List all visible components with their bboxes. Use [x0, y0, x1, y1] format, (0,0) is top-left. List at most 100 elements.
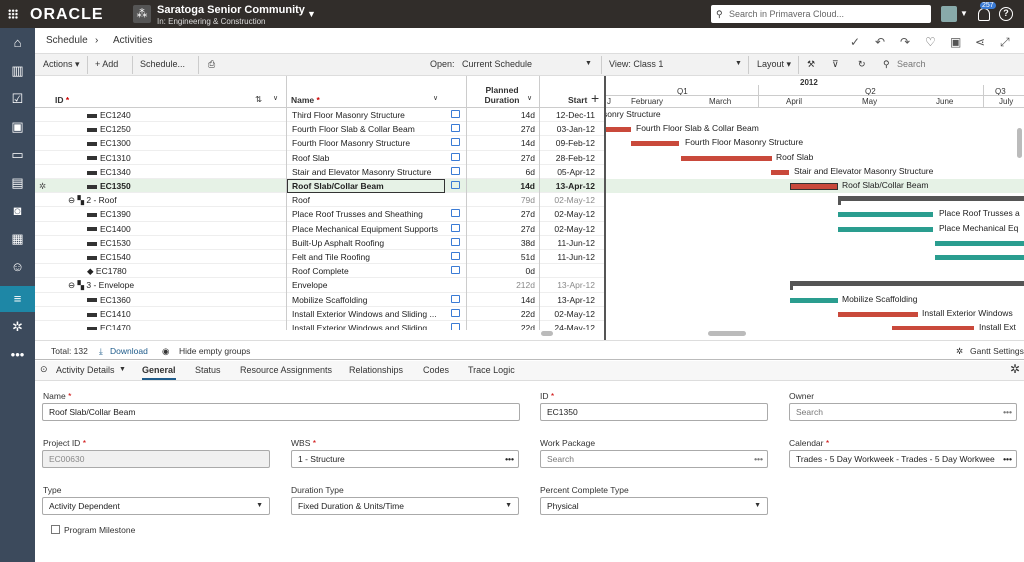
wbs-more-icon[interactable]: ••• — [505, 454, 514, 464]
row-name[interactable]: Roof Slab/Collar Beam — [292, 181, 384, 191]
row-name[interactable]: Fourth Floor Slab & Collar Beam — [292, 124, 415, 135]
row-name[interactable]: Third Floor Masonry Structure — [292, 110, 405, 120]
global-search-input[interactable]: ⚲ Search in Primavera Cloud... — [711, 5, 931, 23]
notebook-icon[interactable] — [451, 237, 460, 246]
name-column-menu-icon[interactable]: ∨ — [433, 95, 439, 102]
tab-relationships[interactable]: Relationships — [349, 365, 404, 375]
column-divider[interactable] — [539, 76, 540, 108]
add-button[interactable]: + Add — [95, 59, 119, 69]
gantt-activity-bar[interactable] — [681, 155, 772, 161]
row-duration[interactable]: 27d — [520, 209, 535, 220]
print-icon[interactable]: ⎙ — [208, 59, 216, 69]
notebook-icon[interactable] — [451, 209, 460, 218]
tab-general[interactable]: General — [142, 365, 176, 380]
row-duration[interactable]: 14d — [520, 138, 535, 149]
contact-card-icon[interactable]: ◙ — [13, 203, 22, 218]
row-start[interactable]: 09-Feb-12 — [555, 138, 595, 149]
sort-icon[interactable]: ⇅ — [255, 94, 263, 104]
undo-icon[interactable]: ↶ — [875, 35, 886, 49]
table-row[interactable]: ✲ EC1350 Roof Slab/Collar Beam 14d 13-Apr-12 — [35, 179, 605, 194]
row-start[interactable]: 02-May-12 — [554, 195, 595, 206]
work-package-field[interactable]: Search ••• — [540, 450, 768, 468]
schedule-icon[interactable]: ≡ — [0, 286, 35, 312]
breadcrumb-schedule[interactable]: Schedule — [46, 35, 88, 46]
gantt-activity-bar[interactable] — [838, 212, 933, 218]
more-icon[interactable]: ••• — [10, 347, 25, 362]
actions-menu[interactable]: Actions ▾ — [43, 59, 80, 69]
row-name[interactable]: Built-Up Asphalt Roofing — [292, 237, 385, 248]
tab-trace-logic[interactable]: Trace Logic — [468, 365, 515, 375]
row-start[interactable]: 02-May-12 — [554, 223, 595, 234]
gantt-activity-bar[interactable] — [935, 255, 1024, 260]
view-chevron-down-icon[interactable]: ▼ — [735, 60, 742, 67]
collapse-toggle-icon[interactable]: ⊖ — [68, 195, 78, 206]
notebook-icon[interactable] — [451, 138, 460, 147]
row-duration[interactable]: 22d — [520, 308, 535, 319]
row-start[interactable]: 11-Jun-12 — [557, 237, 595, 248]
notebook-icon[interactable] — [451, 110, 460, 118]
gantt-activity-bar[interactable] — [771, 169, 789, 175]
row-duration[interactable]: 6d — [525, 166, 535, 177]
row-duration[interactable]: 51d — [520, 252, 535, 262]
calendar-field[interactable]: Trades - 5 Day Workweek - Trades - 5 Day… — [789, 450, 1017, 468]
row-duration[interactable]: 212d — [516, 280, 535, 291]
people-icon[interactable]: ☺ — [10, 259, 25, 274]
table-row[interactable]: ⊖ ▚ 2 - Roof Roof 79d 02-May-12 — [35, 193, 605, 208]
gantt-settings-link[interactable]: Gantt Settings — [970, 346, 1024, 356]
row-name[interactable]: Roof Slab — [292, 152, 330, 163]
column-divider[interactable] — [466, 76, 467, 108]
check-icon[interactable]: ✓ — [850, 35, 861, 49]
gantt-activity-bar[interactable] — [790, 183, 838, 190]
gantt-activity-bar[interactable] — [935, 240, 1024, 246]
notebook-icon[interactable] — [451, 166, 460, 175]
open-schedule-select[interactable]: Current Schedule — [462, 59, 533, 69]
gantt-chart[interactable]: sonry Structure Fourth Floor Slab & Colla… — [605, 108, 1024, 330]
row-duration[interactable]: 38d — [520, 237, 535, 248]
row-start[interactable]: 11-Jun-12 — [557, 252, 595, 262]
project-chevron-down-icon[interactable]: ▼ — [307, 9, 316, 19]
id-column-menu-icon[interactable]: ∨ — [273, 95, 279, 102]
gantt-activity-bar[interactable] — [790, 297, 838, 303]
collapse-chevron-icon[interactable]: ⊙ — [40, 364, 48, 374]
user-avatar[interactable] — [941, 6, 957, 22]
app-grid-icon[interactable] — [8, 9, 18, 19]
row-name[interactable]: Install Exterior Windows and Sliding ... — [292, 323, 437, 330]
gantt-wbs-bar[interactable] — [838, 196, 1024, 202]
table-row[interactable]: EC1300 Fourth Floor Masonry Structure 14d 0… — [35, 136, 605, 151]
document-icon[interactable]: ▤ — [11, 175, 24, 190]
settings-gear-icon[interactable]: ✲ — [12, 319, 23, 334]
layout-menu[interactable]: Layout ▾ — [757, 59, 792, 69]
duration-column-menu-icon[interactable]: ∨ — [527, 95, 533, 102]
folder-icon[interactable]: ▭ — [11, 147, 24, 162]
row-start[interactable]: 13-Apr-12 — [555, 181, 595, 191]
row-duration[interactable]: 14d — [520, 294, 535, 305]
open-chevron-down-icon[interactable]: ▼ — [585, 60, 592, 67]
notebook-icon[interactable] — [451, 181, 460, 189]
row-duration[interactable]: 0d — [525, 266, 535, 277]
table-row[interactable]: EC1390 Place Roof Trusses and Sheathing 27… — [35, 207, 605, 222]
help-icon[interactable]: ? — [999, 7, 1013, 21]
schedule-button[interactable]: Schedule... — [140, 59, 186, 69]
reports-icon[interactable]: ▦ — [11, 231, 24, 246]
download-icon[interactable]: ⤓ — [99, 346, 103, 356]
notification-bell-icon[interactable] — [978, 8, 990, 21]
row-duration[interactable]: 27d — [520, 152, 535, 163]
tab-resource-assignments[interactable]: Resource Assignments — [240, 365, 333, 375]
row-name[interactable]: Roof Complete — [292, 266, 349, 277]
type-select[interactable]: Activity Dependent ▼ — [42, 497, 270, 515]
notebook-icon[interactable] — [451, 252, 460, 260]
gantt-activity-bar[interactable] — [605, 127, 631, 133]
gantt-horizontal-scrollbar[interactable] — [708, 331, 746, 336]
table-row[interactable]: EC1240 Third Floor Masonry Structure 14d 12… — [35, 108, 605, 123]
notebook-icon[interactable] — [451, 294, 460, 303]
hide-empty-groups-toggle[interactable]: Hide empty groups — [179, 346, 251, 356]
hide-empty-icon[interactable]: ◉ — [162, 346, 170, 356]
table-row[interactable]: EC1530 Built-Up Asphalt Roofing 38d 11-Jun-… — [35, 236, 605, 250]
notebook-icon[interactable] — [451, 124, 460, 133]
row-start[interactable]: 02-May-12 — [554, 308, 595, 319]
col-header-start[interactable]: Start — [568, 95, 588, 105]
gantt-activity-bar[interactable] — [838, 311, 918, 317]
portfolio-icon[interactable]: ▥ — [11, 63, 24, 78]
row-name[interactable]: Fourth Floor Masonry Structure — [292, 138, 411, 149]
table-row[interactable]: EC1470 Install Exterior Windows and Slidi… — [35, 321, 605, 330]
